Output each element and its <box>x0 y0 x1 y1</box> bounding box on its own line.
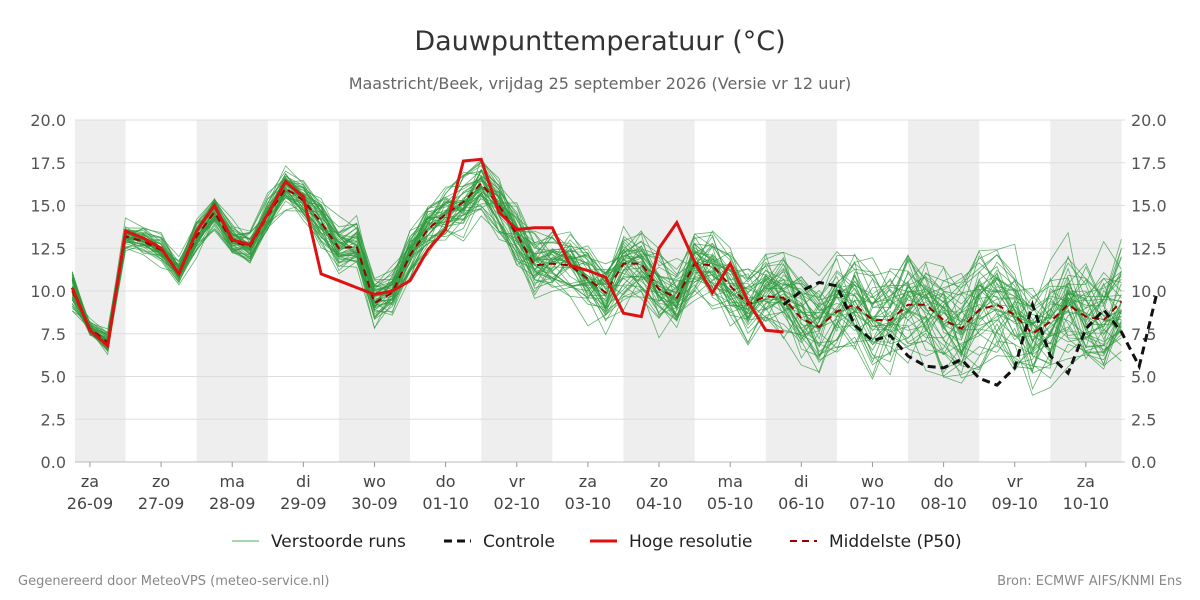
x-tick-day: vr <box>1007 472 1023 491</box>
y-axis-left: 0.0 2.5 5.0 7.5 10.0 12.5 15.0 17.5 20.0 <box>30 111 66 472</box>
legend-item: Hoge resolutie <box>590 532 753 552</box>
footer-source: Bron: ECMWF AIFS/KNMI Ens <box>997 574 1182 589</box>
ensemble-run-line <box>71 182 1122 372</box>
x-tick-date: 27-09 <box>138 494 185 513</box>
x-tick-date: 10-10 <box>1063 494 1110 513</box>
y-tick-label: 7.5 <box>1131 325 1156 344</box>
control-line <box>782 280 1159 387</box>
legend-item: Middelste (P50) <box>790 532 962 552</box>
ensemble-lines <box>71 158 1122 396</box>
ensemble-run-line <box>71 183 1122 361</box>
x-tick-date: 28-09 <box>209 494 256 513</box>
chart-title: Dauwpunttemperatuur (°C) <box>414 26 785 57</box>
x-tick-day: za <box>1077 472 1095 491</box>
x-tick-date: 09-10 <box>991 494 1038 513</box>
ensemble-run-line <box>71 175 1122 357</box>
y-tick-label: 12.5 <box>1131 239 1167 258</box>
grid-lines <box>75 119 1125 463</box>
main-lines <box>70 157 1159 387</box>
x-tick-day: wo <box>861 472 884 491</box>
ensemble-run-line <box>71 176 1122 366</box>
ensemble-run-line <box>71 178 1122 373</box>
x-tick-date: 08-10 <box>920 494 967 513</box>
x-tick-date: 02-10 <box>494 494 541 513</box>
x-tick-date: 06-10 <box>778 494 825 513</box>
chart-subtitle: Maastricht/Beek, vrijdag 25 september 20… <box>349 74 852 93</box>
y-tick-label: 12.5 <box>30 239 66 258</box>
x-tick-day: zo <box>650 472 668 491</box>
x-tick-date: 26-09 <box>67 494 114 513</box>
x-tick-date: 30-09 <box>351 494 398 513</box>
x-tick-day: zo <box>152 472 170 491</box>
x-tick-day: za <box>81 472 99 491</box>
y-tick-label: 17.5 <box>1131 154 1167 173</box>
footer-generated: Gegenereerd door MeteoVPS (meteo-service… <box>18 574 329 589</box>
high-resolution-line <box>70 157 784 349</box>
legend-item: Verstoorde runs <box>232 532 406 552</box>
ensemble-run-line <box>71 169 1122 366</box>
y-tick-label: 20.0 <box>30 111 66 130</box>
legend-label: Middelste (P50) <box>829 532 962 552</box>
x-axis: za 26-09 zo 27-09 ma 28-09 di 29-09 wo 30-09 do 01-… <box>67 462 1109 513</box>
x-tick-day: di <box>794 472 809 491</box>
y-tick-label: 0.0 <box>41 453 66 472</box>
x-tick-day: ma <box>220 472 245 491</box>
y-tick-label: 17.5 <box>30 154 66 173</box>
x-tick-date: 03-10 <box>565 494 612 513</box>
x-tick-day: ma <box>717 472 742 491</box>
y-tick-label: 2.5 <box>1131 410 1156 429</box>
y-tick-label: 10.0 <box>30 282 66 301</box>
y-tick-label: 0.0 <box>1131 453 1156 472</box>
legend-label: Hoge resolutie <box>629 532 753 552</box>
x-tick-date: 29-09 <box>280 494 327 513</box>
y-tick-label: 5.0 <box>41 368 66 387</box>
ensemble-run-line <box>71 181 1122 353</box>
y-tick-label: 15.0 <box>30 197 66 216</box>
ensemble-run-line <box>71 187 1122 363</box>
x-tick-day: vr <box>509 472 525 491</box>
x-tick-day: do <box>934 472 954 491</box>
x-tick-date: 05-10 <box>707 494 754 513</box>
x-tick-day: wo <box>363 472 386 491</box>
x-tick-date: 01-10 <box>422 494 469 513</box>
y-tick-label: 15.0 <box>1131 197 1167 216</box>
legend-item: Controle <box>444 532 555 552</box>
legend-label: Verstoorde runs <box>271 532 406 552</box>
ensemble-run-line <box>71 190 1122 358</box>
y-tick-label: 5.0 <box>1131 368 1156 387</box>
x-tick-day: za <box>579 472 597 491</box>
x-tick-day: do <box>436 472 456 491</box>
x-tick-date: 07-10 <box>849 494 896 513</box>
legend: Verstoorde runs Controle Hoge resolutie Mid… <box>232 532 962 552</box>
x-tick-date: 04-10 <box>636 494 683 513</box>
y-tick-label: 2.5 <box>41 410 66 429</box>
y-axis-right: 0.0 2.5 5.0 7.5 10.0 12.5 15.0 17.5 20.0 <box>1131 111 1167 472</box>
y-tick-label: 20.0 <box>1131 111 1167 130</box>
median-p50-line <box>71 181 1123 345</box>
y-tick-label: 7.5 <box>41 325 66 344</box>
y-tick-label: 10.0 <box>1131 282 1167 301</box>
legend-label: Controle <box>483 532 555 552</box>
x-tick-day: di <box>296 472 311 491</box>
